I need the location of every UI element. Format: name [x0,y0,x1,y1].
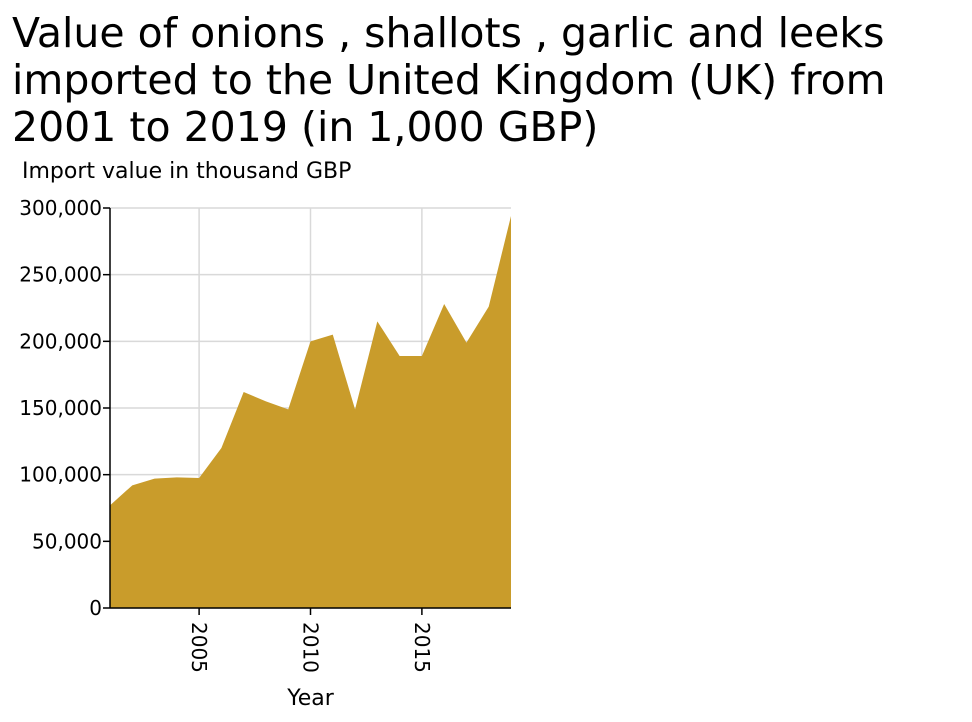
axes [103,207,511,615]
y-tick-label: 50,000 [32,529,102,553]
area-fill [110,216,511,608]
y-tick-label: 150,000 [19,396,102,420]
y-tick-label: 300,000 [19,196,102,220]
x-tick-labels: 2005 2010 2015 [187,622,434,673]
x-axis-label: Year [286,686,335,711]
y-tick-labels: 0 50,000 100,000 150,000 200,000 250,000 300,0… [19,196,102,620]
y-axis-label: Import value in thousand GBP [22,159,352,184]
y-tick-label: 0 [89,596,102,620]
y-tick-label: 100,000 [19,463,102,487]
y-tick-label: 250,000 [19,263,102,287]
chart-title: Value of onions , shallots , garlic and … [12,9,886,151]
x-tick-label: 2015 [410,622,434,673]
x-tick-label: 2010 [299,622,323,673]
x-tick-label: 2005 [187,622,211,673]
y-tick-label: 200,000 [19,329,102,353]
area-series [110,216,511,608]
